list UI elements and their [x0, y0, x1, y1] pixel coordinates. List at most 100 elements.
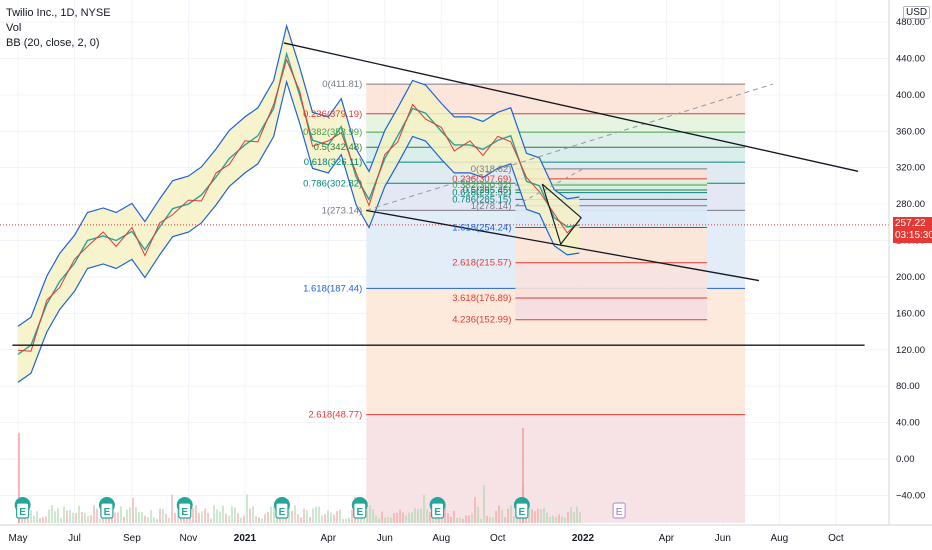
volume-bar: [507, 508, 509, 523]
volume-bar: [120, 506, 122, 523]
volume-bar: [345, 518, 347, 523]
fib-small-level-label: 0.382(300.92): [452, 180, 511, 191]
volume-bar: [363, 514, 365, 523]
volume-bar: [567, 511, 569, 523]
x-axis-tick-label: 2021: [234, 533, 257, 544]
symbol-title[interactable]: Twilio Inc., 1D, NYSE: [6, 7, 111, 19]
x-axis-tick-label: Apr: [321, 533, 337, 544]
volume-bar: [480, 518, 482, 523]
volume-bar: [462, 518, 464, 523]
volume-bar: [384, 517, 386, 523]
volume-bar: [465, 515, 467, 523]
volume-bar: [99, 518, 101, 523]
trend-line[interactable]: [366, 209, 760, 282]
volume-bar: [177, 506, 179, 523]
volume-bar: [24, 517, 26, 523]
x-axis-tick-label: Aug: [770, 533, 788, 544]
y-axis-tick-label: 40.00: [896, 418, 920, 429]
volume-indicator-label[interactable]: Vol: [6, 22, 22, 34]
volume-bar: [429, 512, 431, 523]
bollinger-lower-band: [17, 79, 580, 383]
volume-bar: [342, 518, 344, 523]
volume-bar: [102, 515, 104, 523]
volume-bar: [147, 517, 149, 523]
volume-bar: [387, 516, 389, 523]
earnings-marker-label: E: [434, 507, 441, 518]
volume-bar: [231, 506, 233, 523]
bollinger-indicator-label[interactable]: BB (20, close, 2, 0): [6, 37, 100, 49]
fib-small-zone: [515, 192, 708, 200]
volume-bar: [468, 515, 470, 523]
volume-bar: [249, 508, 251, 523]
volume-bar: [417, 508, 419, 523]
fib-small-level-label: 3.618(176.89): [452, 293, 511, 304]
y-axis-tick-label: 480.00: [896, 17, 925, 28]
y-axis-tick-label: 360.00: [896, 126, 925, 137]
fib-small-zone: [515, 178, 708, 186]
volume-bar: [144, 515, 146, 523]
volume-bar: [543, 507, 545, 523]
volume-bar: [21, 515, 23, 523]
fib-small-zone: [515, 199, 708, 206]
volume-bar: [579, 512, 581, 523]
volume-bar: [549, 516, 551, 523]
earnings-marker-label: E: [519, 507, 526, 518]
fib-zones: [366, 83, 746, 523]
volume-bar: [60, 517, 62, 523]
volume-bar: [255, 515, 257, 523]
volume-bar: [201, 511, 203, 523]
volume-bar: [369, 505, 371, 523]
volume-bar: [309, 517, 311, 523]
earnings-marker-label: E: [279, 507, 286, 518]
fib-small-zone: [515, 297, 708, 320]
volume-bar: [399, 509, 401, 523]
volume-bar: [213, 505, 215, 523]
currency-label[interactable]: USD: [903, 6, 931, 19]
volume-bar: [327, 510, 329, 523]
volume-bar: [165, 513, 167, 523]
volume-bar: [558, 514, 560, 523]
volume-bar: [45, 516, 47, 523]
volume-bar: [66, 510, 68, 523]
volume-bar: [171, 494, 173, 523]
volume-bar: [237, 513, 239, 523]
fib-small-zone: [515, 190, 708, 193]
last-price-countdown: 03:15:30: [895, 230, 932, 241]
last-price-value: 257.22: [895, 218, 926, 229]
fib-small-level-label: 0.786(285.15): [452, 194, 511, 205]
volume-bar: [108, 518, 110, 523]
y-axis-tick-label: 400.00: [896, 90, 925, 101]
volume-bar: [114, 512, 116, 523]
volume-bar: [81, 512, 83, 523]
volume-bar: [510, 505, 512, 523]
volume-bar: [381, 511, 383, 523]
volume-bar: [324, 514, 326, 523]
volume-bar: [75, 513, 77, 523]
trend-line[interactable]: [283, 42, 859, 172]
trend-lines[interactable]: [12, 42, 865, 346]
volume-bar: [408, 512, 410, 523]
volume-bar: [375, 515, 377, 523]
volume-bar: [246, 494, 248, 523]
volume-bar: [258, 517, 260, 523]
earnings-marker-label: E: [104, 507, 111, 518]
volume-bar: [450, 516, 452, 523]
volume-bar: [117, 512, 119, 523]
fib-small-level-label: 1.618(254.24): [452, 223, 511, 234]
volume-bar: [426, 508, 428, 523]
volume-bar: [270, 506, 272, 523]
volume-bar: [495, 511, 497, 523]
volume-bar: [564, 517, 566, 523]
volume-bar: [261, 518, 263, 523]
volume-bar: [351, 509, 353, 523]
volume-bar: [69, 509, 71, 523]
volume-bar: [87, 515, 89, 523]
volume-bar: [285, 516, 287, 523]
volume-bar: [513, 516, 515, 523]
fib-large-level-label: 2.618(48.77): [308, 410, 362, 421]
y-axis-tick-label: 80.00: [896, 381, 920, 392]
y-axis-tick-label: 120.00: [896, 345, 925, 356]
price-line: [17, 51, 580, 355]
